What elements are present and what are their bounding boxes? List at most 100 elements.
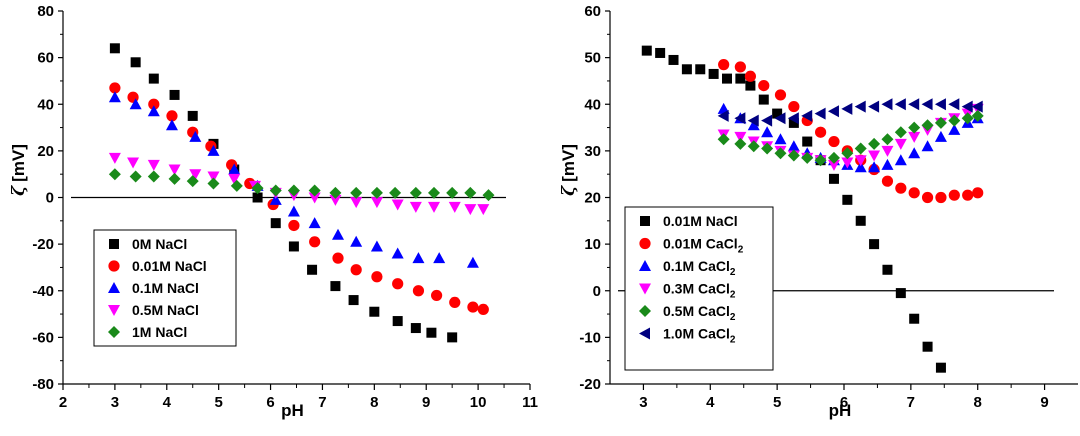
legend-marker bbox=[108, 305, 120, 316]
data-point bbox=[774, 133, 787, 145]
x-axis-title: pH bbox=[829, 401, 852, 420]
data-point bbox=[868, 161, 881, 173]
legend-label: 0.01M CaCl2 bbox=[663, 236, 744, 256]
series-3 bbox=[108, 152, 490, 216]
data-point bbox=[108, 152, 121, 164]
data-point bbox=[722, 73, 732, 84]
x-tick-label: 7 bbox=[318, 394, 326, 411]
data-point bbox=[761, 114, 773, 127]
data-point bbox=[467, 301, 479, 313]
data-point bbox=[370, 186, 383, 199]
x-tick-label: 6 bbox=[266, 394, 274, 411]
legend-label-main: 0.3M CaCl bbox=[663, 281, 730, 297]
data-point bbox=[308, 184, 321, 197]
legend-label: 1.0M CaCl2 bbox=[663, 326, 736, 346]
x-tick-label: 4 bbox=[706, 394, 715, 411]
data-point bbox=[482, 189, 495, 202]
y-axis-title: ζ [mV] bbox=[559, 144, 579, 196]
data-point bbox=[431, 289, 443, 302]
data-point bbox=[466, 256, 479, 268]
data-point bbox=[734, 112, 746, 125]
data-point bbox=[287, 205, 300, 217]
data-point bbox=[921, 140, 934, 152]
data-point bbox=[921, 119, 934, 132]
data-point bbox=[895, 288, 906, 299]
x-tick-label: 10 bbox=[470, 394, 487, 411]
data-point bbox=[962, 189, 974, 201]
data-point bbox=[681, 64, 692, 75]
legend-label: 0.5M CaCl2 bbox=[663, 303, 736, 323]
series-1 bbox=[109, 82, 489, 315]
data-point bbox=[934, 130, 947, 142]
data-point bbox=[641, 45, 652, 56]
data-point bbox=[392, 316, 403, 327]
data-point bbox=[717, 109, 729, 122]
data-point bbox=[448, 201, 461, 213]
legend-marker bbox=[639, 237, 651, 250]
data-point bbox=[854, 100, 866, 113]
x-tick-label: 2 bbox=[59, 394, 67, 411]
data-point bbox=[447, 332, 458, 343]
data-point bbox=[148, 73, 159, 84]
legend-label: 0.3M CaCl2 bbox=[663, 281, 736, 301]
data-point bbox=[827, 105, 839, 118]
data-point bbox=[855, 215, 866, 226]
data-point bbox=[108, 168, 121, 181]
data-point bbox=[881, 158, 894, 170]
series-4 bbox=[108, 168, 495, 202]
series-4 bbox=[717, 109, 984, 167]
data-point bbox=[464, 204, 477, 216]
data-point bbox=[207, 144, 220, 156]
data-point bbox=[744, 70, 757, 82]
x-tick-label: 9 bbox=[1040, 394, 1048, 411]
data-point bbox=[935, 191, 947, 204]
data-point bbox=[894, 98, 906, 111]
data-point bbox=[841, 147, 854, 160]
data-point bbox=[371, 271, 383, 283]
data-point bbox=[774, 147, 787, 160]
data-point bbox=[934, 116, 947, 129]
y-tick-label: 40 bbox=[37, 96, 54, 113]
data-point bbox=[801, 151, 814, 164]
x-tick-label: 7 bbox=[907, 394, 915, 411]
data-point bbox=[948, 189, 960, 201]
data-point bbox=[332, 228, 345, 240]
legend-label-subscript: 2 bbox=[738, 245, 744, 256]
data-point bbox=[329, 194, 342, 206]
data-point bbox=[270, 218, 281, 229]
data-point bbox=[369, 306, 380, 317]
data-point bbox=[734, 61, 746, 73]
data-point bbox=[252, 192, 263, 203]
legend-marker bbox=[108, 326, 120, 338]
data-point bbox=[708, 68, 719, 79]
legend-label-main: 0.5M CaCl bbox=[663, 303, 730, 319]
data-point bbox=[129, 170, 142, 183]
y-tick-label: 20 bbox=[584, 190, 601, 207]
legend-label-subscript: 2 bbox=[730, 290, 736, 301]
data-point bbox=[761, 142, 774, 155]
legend-label-main: 0.01M NaCl bbox=[663, 213, 738, 229]
y-tick-label: -60 bbox=[32, 329, 54, 346]
data-point bbox=[854, 161, 867, 173]
data-point bbox=[409, 186, 422, 199]
data-point bbox=[186, 175, 199, 188]
data-point bbox=[828, 173, 839, 184]
y-axis-title: ζ [mV] bbox=[9, 144, 29, 196]
y-tick-label: 0 bbox=[46, 190, 54, 207]
data-point bbox=[718, 59, 730, 71]
data-point bbox=[814, 107, 826, 120]
data-point bbox=[230, 179, 243, 192]
data-point bbox=[332, 252, 344, 264]
series-5 bbox=[717, 98, 983, 127]
data-point bbox=[464, 186, 477, 199]
data-point bbox=[948, 114, 961, 127]
y-tick-label: 40 bbox=[584, 96, 601, 113]
legend-marker bbox=[639, 283, 651, 295]
data-point bbox=[881, 175, 894, 187]
data-point bbox=[908, 121, 921, 134]
legend-label-subscript: 2 bbox=[730, 267, 736, 278]
y-tick-label: 0 bbox=[593, 283, 601, 300]
data-point bbox=[409, 201, 422, 213]
